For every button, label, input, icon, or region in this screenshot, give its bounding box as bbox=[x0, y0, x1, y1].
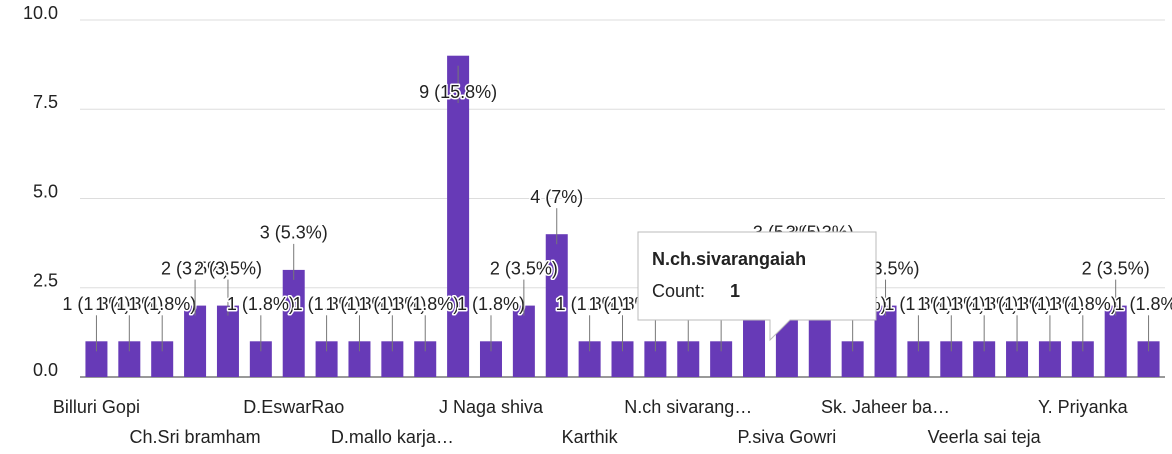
x-tick-label: Y. Priyanka bbox=[1038, 397, 1129, 417]
bar bbox=[184, 305, 207, 377]
value-label: 2 (3.5%) bbox=[490, 258, 558, 278]
bar bbox=[1137, 341, 1160, 377]
x-tick-label: Ch.Sri bramham bbox=[130, 427, 261, 447]
bar bbox=[1104, 305, 1127, 377]
value-label: 2 (3.5%) bbox=[1082, 258, 1150, 278]
y-tick-label: 0.0 bbox=[33, 360, 58, 380]
value-label: 1 (1.8%) bbox=[293, 294, 361, 314]
value-label: 1 (1.8%) bbox=[556, 294, 624, 314]
bar bbox=[743, 305, 766, 377]
bar bbox=[611, 341, 634, 377]
x-tick-label: J Naga shiva bbox=[439, 397, 544, 417]
value-label: 1 (1.8%) bbox=[95, 294, 163, 314]
bar bbox=[1071, 341, 1094, 377]
value-label: 2 (3.5%) bbox=[194, 258, 262, 278]
bar bbox=[710, 341, 733, 377]
tooltip: N.ch.sivarangaiah Count: 1 bbox=[637, 231, 877, 342]
bar bbox=[907, 341, 930, 377]
plot: 0.0 2.5 5.0 7.5 10.0 Billuri Gopi Ch.Sri bramh… bbox=[23, 3, 1172, 447]
value-label: 1 (1.8%) bbox=[325, 294, 393, 314]
bar bbox=[677, 341, 700, 377]
value-label: 1 (1.8%) bbox=[391, 294, 459, 314]
value-label: 1 (1.8%) bbox=[457, 294, 525, 314]
y-tick-label: 2.5 bbox=[33, 271, 58, 291]
value-label: 1 (1.8%) bbox=[1049, 294, 1117, 314]
bar bbox=[151, 341, 174, 377]
bar bbox=[874, 305, 897, 377]
value-label: 1 (1.8%) bbox=[1016, 294, 1084, 314]
x-tick-label: Karthik bbox=[562, 427, 619, 447]
bar bbox=[940, 341, 963, 377]
value-label: 1 (1.8%) bbox=[917, 294, 985, 314]
x-tick-label: Billuri Gopi bbox=[53, 397, 140, 417]
bar bbox=[315, 341, 338, 377]
bar bbox=[414, 341, 437, 377]
x-tick-label: D.EswarRao bbox=[243, 397, 344, 417]
x-tick-label: D.mallo karja… bbox=[331, 427, 454, 447]
value-label: 1 (1.8%) bbox=[128, 294, 196, 314]
bar bbox=[348, 341, 371, 377]
bar bbox=[578, 341, 601, 377]
bar bbox=[282, 269, 305, 377]
value-label: 2 (3.5%) bbox=[161, 258, 229, 278]
bar bbox=[841, 341, 864, 377]
bar bbox=[249, 341, 272, 377]
bar bbox=[216, 305, 239, 377]
bar bbox=[447, 55, 470, 377]
x-tick-label: Veerla sai teja bbox=[928, 427, 1042, 447]
x-tick-label: N.ch sivarang… bbox=[624, 397, 752, 417]
bar bbox=[381, 341, 404, 377]
bar bbox=[118, 341, 141, 377]
y-tick-label: 7.5 bbox=[33, 92, 58, 112]
bar bbox=[545, 234, 568, 377]
y-tick-label: 5.0 bbox=[33, 181, 58, 201]
value-label: 1 (1.8%) bbox=[1115, 294, 1172, 314]
value-label: 4 (7%) bbox=[530, 187, 583, 207]
value-label: 1 (1.8%) bbox=[358, 294, 426, 314]
value-label: 3 (5.3%) bbox=[260, 223, 328, 243]
tooltip-label: Count: bbox=[652, 281, 705, 301]
value-label: 1 (1.8%) bbox=[62, 294, 130, 314]
tooltip-value: 1 bbox=[730, 281, 740, 301]
value-label: 1 (1.8%) bbox=[227, 294, 295, 314]
x-tick-label: P.siva Gowri bbox=[738, 427, 837, 447]
bar bbox=[1038, 341, 1061, 377]
tooltip-box bbox=[637, 231, 877, 342]
value-label: 1 (1.8%) bbox=[950, 294, 1018, 314]
value-label: 1 (1.8%) bbox=[983, 294, 1051, 314]
bar bbox=[973, 341, 996, 377]
value-label: 9 (15.8%) bbox=[419, 82, 497, 102]
tooltip-title: N.ch.sivarangaiah bbox=[652, 249, 806, 269]
bar bbox=[512, 305, 535, 377]
x-tick-label: Sk. Jaheer ba… bbox=[821, 397, 950, 417]
y-tick-label: 10.0 bbox=[23, 3, 58, 23]
bar bbox=[85, 341, 108, 377]
bar bbox=[644, 341, 667, 377]
value-label: 1 (1.8%) bbox=[884, 294, 952, 314]
bar bbox=[479, 341, 502, 377]
bar bbox=[1006, 341, 1029, 377]
